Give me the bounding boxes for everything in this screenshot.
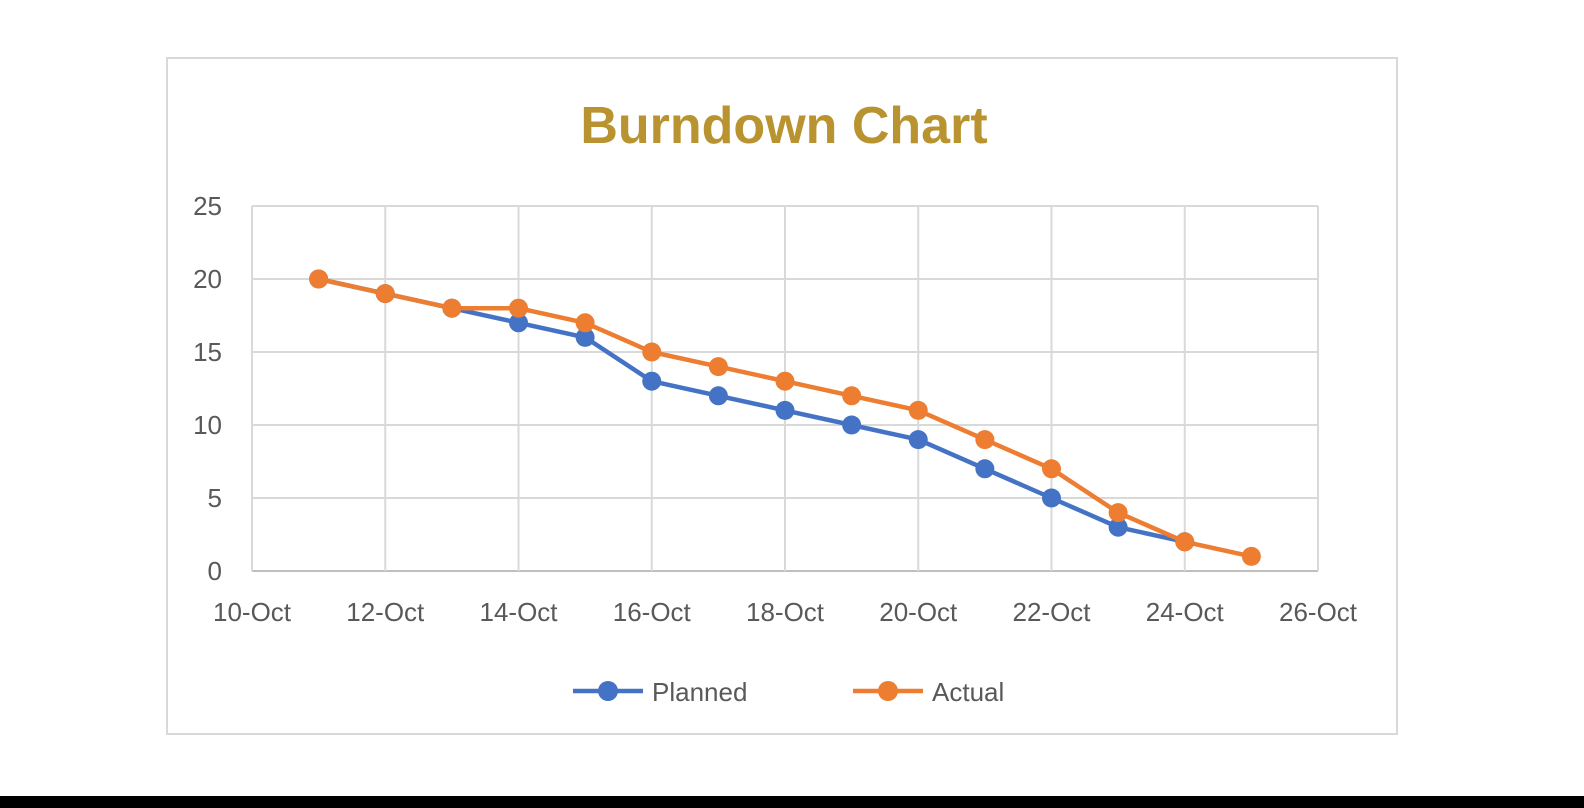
grid-layer (251, 205, 1319, 572)
data-point-actual (1042, 459, 1061, 479)
data-point-actual (708, 357, 728, 377)
data-point-planned (1042, 488, 1061, 508)
data-point-planned (575, 327, 595, 347)
series-layer (309, 269, 1261, 566)
data-point-planned (908, 430, 928, 450)
x-tick-label: 18-Oct (746, 597, 825, 627)
legend-item-actual: Actual (853, 677, 1004, 707)
legend-label: Actual (932, 677, 1004, 707)
x-tick-label: 20-Oct (879, 597, 958, 627)
data-point-actual (309, 269, 329, 289)
bottom-border-bar (0, 796, 1584, 808)
data-point-planned (1108, 517, 1128, 537)
legend-label: Planned (652, 677, 747, 707)
data-point-actual (442, 298, 462, 318)
data-point-actual (1241, 546, 1261, 566)
data-point-planned (642, 371, 662, 391)
data-point-planned (708, 386, 728, 406)
x-tick-label: 24-Oct (1146, 597, 1225, 627)
data-point-planned (509, 313, 528, 333)
data-point-actual (642, 342, 662, 362)
data-point-actual (908, 400, 928, 420)
data-point-actual (842, 386, 862, 406)
data-point-planned (975, 459, 995, 479)
data-point-planned (842, 415, 862, 435)
x-tick-label: 12-Oct (346, 597, 425, 627)
data-point-actual (375, 284, 395, 304)
chart-svg: Burndown Chart 0 5 10 15 20 25 10-Oct 12-Oct 14-… (193, 97, 1358, 707)
y-tick-label: 25 (193, 191, 222, 221)
legend: Planned Actual (573, 677, 1004, 707)
x-tick-label: 22-Oct (1012, 597, 1091, 627)
x-tick-label: 10-Oct (213, 597, 292, 627)
y-tick-label: 10 (193, 410, 222, 440)
axis-layer: 0 5 10 15 20 25 10-Oct 12-Oct 14-Oct 16-Oct 18-Oct… (193, 191, 1358, 627)
legend-swatch-marker (878, 681, 898, 701)
data-point-planned (775, 400, 795, 420)
chart-title: Burndown Chart (580, 97, 987, 155)
series-line-planned (316, 276, 1187, 545)
data-point-actual (509, 298, 528, 318)
legend-swatch-marker (598, 681, 618, 701)
data-point-actual (975, 430, 995, 450)
y-tick-label: 20 (193, 264, 222, 294)
data-point-actual (775, 371, 795, 391)
y-tick-label: 5 (208, 483, 222, 513)
data-point-actual (575, 313, 595, 333)
y-tick-label: 15 (193, 337, 222, 367)
data-point-actual (1175, 532, 1195, 552)
x-tick-label: 14-Oct (479, 597, 558, 627)
legend-item-planned: Planned (573, 677, 747, 707)
x-tick-label: 16-Oct (613, 597, 692, 627)
x-tick-label: 26-Oct (1279, 597, 1358, 627)
data-point-actual (1108, 503, 1128, 523)
chart-area: Burndown Chart 0 5 10 15 20 25 10-Oct 12-Oct 14-… (166, 57, 1398, 735)
y-tick-label: 0 (208, 556, 222, 586)
